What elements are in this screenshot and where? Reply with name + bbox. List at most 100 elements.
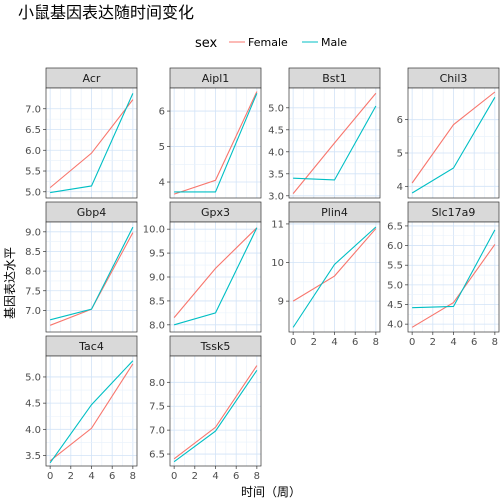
y-tick-label: 6.0 [25,146,41,157]
series-line-male [412,229,496,309]
facet-gpx3: Gpx3 8.0 8.5 9.0 9.5 10.0 [143,201,262,333]
panel-border [45,87,138,199]
facet-label: Plin4 [321,206,348,219]
y-tick-label: 4.0 [387,320,403,331]
facet-label: Chil3 [440,72,468,85]
y-tick-label: 8.5 [149,296,165,307]
series-line-male [174,93,258,193]
y-tick-label: 4.0 [25,425,41,436]
series-line-male [293,105,377,181]
facet-label: Bst1 [322,72,347,85]
y-tick-label: 4 [397,182,403,193]
panel-border [169,87,262,199]
y-tick-label: 6.0 [387,241,403,252]
series-line-male [173,227,258,326]
legend: sex Female Male [195,36,347,51]
y-tick-label: 7.5 [149,402,165,413]
y-tick-label: 6.5 [149,450,165,461]
y-tick-label: 5.0 [387,280,403,291]
y-tick-label: 9.0 [25,227,41,238]
series-line-female [49,99,134,189]
y-tick-label: 9 [278,297,284,308]
x-tick-label: 4 [331,337,337,348]
facet-label: Slc17a9 [432,206,476,219]
facet-slc17a9: Slc17a9 4.0 4.5 5.0 5.5 6.0 6.5 0 2 4 6 8 [387,201,500,348]
x-tick-label: 8 [130,471,136,482]
y-tick-label: 10 [271,258,284,269]
y-axis-title: 基因表达水平 [3,247,17,319]
y-tick-label: 3.0 [268,191,284,202]
y-tick-label: 9.5 [149,249,165,260]
x-tick-label: 4 [212,471,218,482]
x-tick-label: 0 [409,337,415,348]
facet-tac4: Tac4 3.5 4.0 4.5 5.0 0 2 4 6 8 [25,335,138,482]
x-tick-label: 6 [109,471,115,482]
series-line-male [49,360,134,464]
y-tick-label: 4.5 [25,399,41,410]
x-tick-label: 8 [373,337,379,348]
series-line-female [173,365,258,460]
y-tick-label: 6 [159,107,165,118]
series-line-male [292,226,377,328]
x-tick-label: 2 [311,337,317,348]
legend-label-female: Female [248,36,288,49]
series-line-female [292,92,377,194]
facet-plin4: Plin4 9 10 11 0 2 4 6 8 [271,201,381,348]
y-tick-label: 8.0 [149,378,165,389]
y-tick-label: 8.0 [149,320,165,331]
facet-label: Gbp4 [77,206,107,219]
x-tick-label: 2 [68,471,74,482]
y-tick-label: 5.5 [25,167,41,178]
y-tick-label: 7.5 [25,286,41,297]
x-axis-title: 时间（周） [241,485,301,499]
x-tick-label: 0 [47,471,53,482]
panel-border [288,87,381,199]
facet-label: Aipl1 [202,72,230,85]
y-tick-label: 4 [159,178,165,189]
legend-label-male: Male [321,36,347,49]
x-tick-label: 2 [192,471,198,482]
y-tick-label: 4.0 [268,147,284,158]
y-tick-label: 5.5 [387,261,403,272]
series-line-female [173,91,258,195]
x-tick-label: 6 [352,337,358,348]
x-tick-label: 4 [88,471,94,482]
chart-title: 小鼠基因表达随时间变化 [18,3,194,22]
y-tick-label: 4.5 [387,300,403,311]
y-tick-label: 3.5 [25,451,41,462]
y-tick-label: 8.0 [25,267,41,278]
series-line-female [49,363,134,462]
y-tick-label: 5 [159,142,165,153]
y-tick-label: 9.0 [149,273,165,284]
y-tick-label: 6 [397,115,403,126]
y-tick-label: 7.0 [25,306,41,317]
facet-label: Acr [83,72,101,85]
series-line-female [292,228,377,302]
y-tick-label: 5 [397,149,403,160]
y-tick-label: 6.5 [387,221,403,232]
facet-aipl1: Aipl1 4 5 6 [159,67,262,199]
x-tick-label: 0 [290,337,296,348]
facet-acr: Acr 5.0 5.5 6.0 6.5 7.0 [25,67,138,199]
facet-bst1: Bst1 3.0 3.5 4.0 4.5 5.0 [268,67,381,202]
y-tick-label: 5.0 [25,372,41,383]
y-tick-label: 4.5 [268,125,284,136]
series-line-female [411,244,496,328]
facet-chil3: Chil3 4 5 6 [397,67,500,199]
series-line-male [411,97,496,194]
y-tick-label: 10.0 [143,225,165,236]
series-line-male [50,93,134,194]
facet-gbp4: Gbp4 7.0 7.5 8.0 8.5 9.0 [25,201,138,333]
y-tick-label: 7.0 [149,426,165,437]
series-line-female [411,91,496,184]
y-tick-label: 6.5 [25,125,41,136]
y-tick-label: 3.5 [268,169,284,180]
y-tick-label: 8.5 [25,247,41,258]
x-tick-label: 8 [492,337,498,348]
series-line-female [173,227,258,319]
facet-label: Gpx3 [201,206,230,219]
panel-border [45,221,138,333]
panel-border [407,87,500,199]
x-tick-label: 6 [471,337,477,348]
